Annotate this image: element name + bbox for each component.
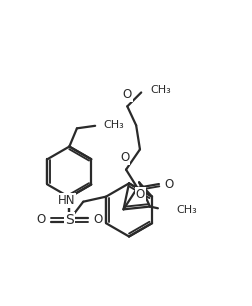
Text: CH₃: CH₃ — [103, 120, 123, 129]
Text: O: O — [122, 88, 131, 101]
Text: O: O — [93, 213, 102, 226]
Text: CH₃: CH₃ — [176, 205, 197, 215]
Text: O: O — [135, 188, 144, 201]
Text: CH₃: CH₃ — [149, 85, 170, 95]
Text: S: S — [65, 213, 73, 227]
Text: HN: HN — [58, 194, 75, 207]
Text: O: O — [36, 213, 45, 226]
Text: O: O — [120, 151, 129, 164]
Text: O: O — [164, 177, 173, 191]
